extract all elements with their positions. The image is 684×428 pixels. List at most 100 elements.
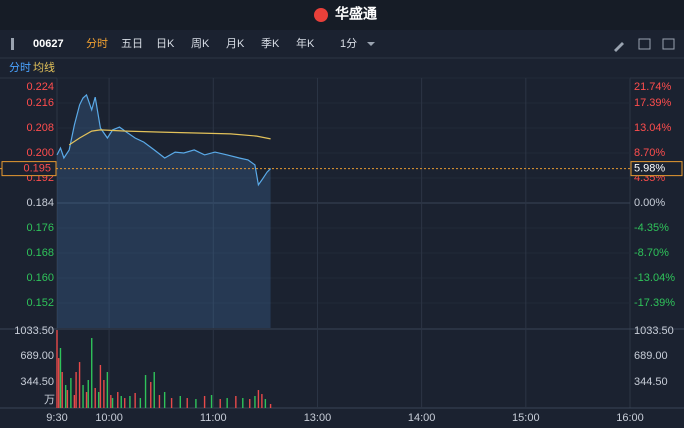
volume-bar bbox=[87, 380, 89, 408]
y2-tick-label: 21.74% bbox=[634, 81, 672, 93]
y-tick-label: 689.00 bbox=[20, 350, 54, 362]
x-tick-label: 15:00 bbox=[512, 412, 540, 424]
x-tick-label: 9:30 bbox=[46, 412, 67, 424]
volume-bar bbox=[186, 398, 188, 408]
volume-bar bbox=[106, 372, 109, 408]
volume-bar bbox=[117, 392, 119, 408]
volume-bar bbox=[158, 395, 161, 408]
volume-bar bbox=[111, 398, 114, 408]
volume-bar bbox=[97, 392, 100, 408]
volume-bar bbox=[64, 384, 67, 408]
y2-tick-label: 13.04% bbox=[634, 122, 672, 134]
volume-bar bbox=[129, 396, 131, 408]
y2-tick-label: 17.39% bbox=[634, 97, 672, 109]
x-tick-label: 11:00 bbox=[200, 412, 227, 424]
volume-bar bbox=[66, 390, 69, 408]
volume-bar bbox=[144, 375, 147, 408]
volume-bar bbox=[257, 390, 260, 408]
tab[interactable]: 月K bbox=[226, 38, 245, 50]
volume-bar bbox=[110, 395, 112, 408]
volume-bar bbox=[70, 378, 72, 408]
tab[interactable]: 分时 bbox=[86, 37, 108, 50]
brand: 华盛通 bbox=[335, 6, 377, 22]
volume-bar bbox=[120, 396, 122, 408]
volume-bar bbox=[249, 399, 251, 408]
volume-bar bbox=[254, 396, 256, 408]
volume-bar bbox=[78, 362, 81, 408]
volume-bar bbox=[170, 398, 173, 408]
tab[interactable]: 日K bbox=[156, 38, 175, 50]
x-tick-label: 13:00 bbox=[304, 412, 332, 424]
y-tick-label: 1033.50 bbox=[14, 325, 54, 337]
volume-bar bbox=[242, 398, 244, 408]
expand-icon[interactable] bbox=[638, 38, 651, 50]
y-tick-label: 0.160 bbox=[26, 272, 54, 284]
y-tick-label: 0.208 bbox=[26, 122, 54, 134]
volume-bar bbox=[179, 396, 181, 408]
y2-tick-label: -13.04% bbox=[634, 272, 675, 284]
legend-item[interactable]: 均线 bbox=[33, 60, 55, 74]
tab[interactable]: 季K bbox=[261, 37, 280, 50]
volume-bar bbox=[264, 399, 267, 408]
y2-tick-label: -8.70% bbox=[634, 247, 669, 259]
y-tick-label: 0.152 bbox=[26, 297, 54, 309]
volume-bar bbox=[56, 330, 58, 408]
volume-bar bbox=[75, 372, 77, 408]
y-tick-label: 0.168 bbox=[26, 247, 54, 259]
volume-bar bbox=[94, 388, 96, 408]
volume-unit: 万 bbox=[44, 394, 55, 406]
volume-bar bbox=[195, 399, 197, 408]
last-change-label: 5.98% bbox=[634, 163, 665, 175]
y-tick-label-right: 1033.50 bbox=[634, 325, 674, 337]
tab[interactable]: 五日 bbox=[121, 38, 143, 50]
y-tick-label: 0.216 bbox=[26, 97, 54, 109]
volume-bar bbox=[85, 392, 88, 408]
volume-bar bbox=[269, 404, 272, 408]
volume-bar bbox=[134, 392, 136, 408]
x-tick-label: 10:00 bbox=[95, 412, 123, 424]
dropdown-arrow[interactable] bbox=[367, 42, 375, 46]
y-tick-label: 0.224 bbox=[26, 81, 54, 93]
series-line bbox=[68, 129, 271, 146]
y-tick-label-right: 689.00 bbox=[634, 350, 668, 362]
y-tick-label-right: 344.50 bbox=[634, 376, 668, 388]
volume-bar bbox=[124, 398, 126, 408]
y-tick-label: 0.184 bbox=[26, 197, 54, 209]
volume-bar bbox=[150, 381, 152, 408]
volume-bar bbox=[210, 395, 213, 408]
x-tick-label: 16:00 bbox=[616, 412, 644, 424]
volume-bar bbox=[153, 372, 155, 408]
y2-tick-label: 0.00% bbox=[634, 197, 665, 209]
stock-code: 00627 bbox=[33, 38, 64, 50]
tab[interactable]: 1分 bbox=[340, 37, 357, 50]
volume-bar bbox=[91, 338, 93, 408]
draw-icon[interactable] bbox=[614, 42, 624, 52]
x-tick-label: 14:00 bbox=[408, 412, 436, 424]
last-price-box bbox=[1, 161, 57, 177]
volume-bar bbox=[61, 372, 63, 408]
volume-bar bbox=[59, 348, 62, 408]
y2-tick-label: -17.39% bbox=[634, 297, 675, 309]
volume-bar bbox=[58, 358, 60, 408]
tab[interactable]: 年K bbox=[296, 36, 315, 50]
y-tick-label: 0.176 bbox=[26, 222, 54, 234]
y2-tick-label: 8.70% bbox=[634, 147, 665, 159]
volume-bar bbox=[82, 384, 84, 408]
volume-bar bbox=[226, 398, 228, 408]
series-line bbox=[56, 93, 272, 187]
logo-icon bbox=[314, 8, 328, 22]
volume-bar bbox=[219, 399, 221, 408]
volume-bar bbox=[203, 396, 206, 408]
fullscreen-icon[interactable] bbox=[662, 38, 675, 50]
y2-tick-label: -4.35% bbox=[634, 222, 669, 234]
top-bar bbox=[0, 0, 684, 30]
volume-bar bbox=[99, 364, 102, 408]
y-tick-label: 0.200 bbox=[26, 147, 54, 159]
legend-item[interactable]: 分时 bbox=[9, 61, 31, 74]
panel-icon[interactable] bbox=[11, 38, 14, 50]
tab[interactable]: 周K bbox=[191, 37, 210, 50]
volume-bar bbox=[163, 392, 166, 408]
y-tick-label: 344.50 bbox=[20, 376, 54, 388]
volume-bar bbox=[235, 396, 237, 408]
